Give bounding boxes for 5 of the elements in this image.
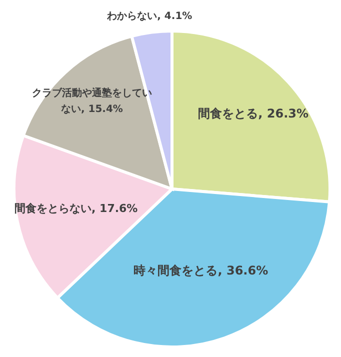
slice-label: わからない, 4.1% — [106, 10, 194, 24]
slice-label: クラブ活動や通塾をしていない, 15.4% — [30, 86, 153, 117]
slice-label: 時々間食をとる, 36.6% — [132, 262, 270, 280]
slice-label: 間食をとる, 26.3% — [197, 105, 310, 122]
slice-label: 間食をとらない, 17.6% — [14, 201, 139, 218]
